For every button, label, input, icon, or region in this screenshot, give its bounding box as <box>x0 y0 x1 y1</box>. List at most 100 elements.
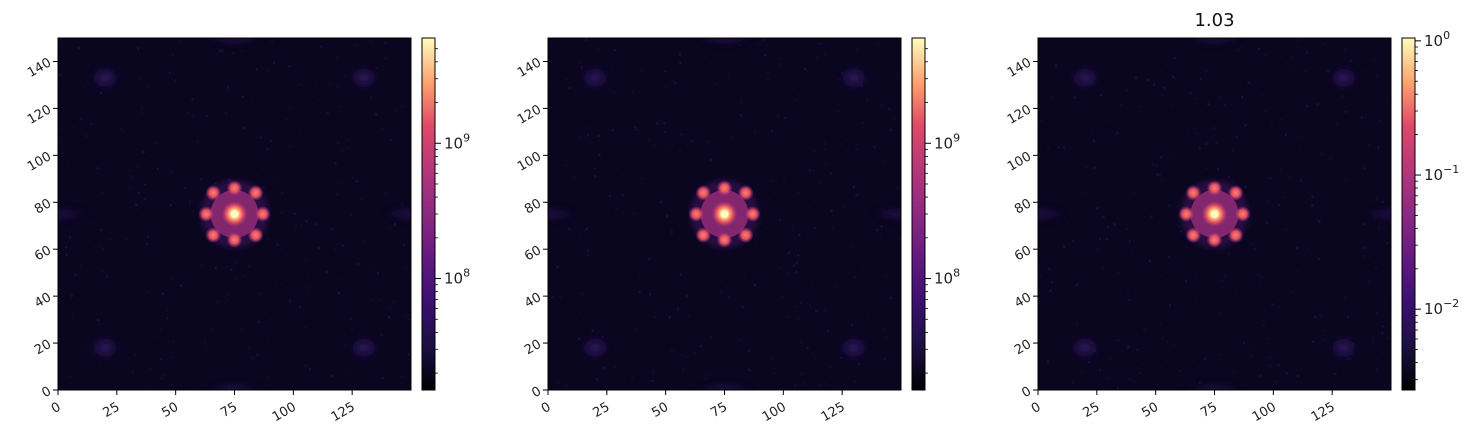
y-tick-label: 0 <box>1019 384 1034 401</box>
colorbar-2: 108 109 <box>911 37 960 391</box>
y-tick-label: 100 <box>1005 149 1034 174</box>
y-tick-label: 0 <box>529 384 544 401</box>
y-tick-label: 100 <box>515 149 544 174</box>
edge-glow <box>204 38 265 46</box>
x-axis-3: 0 25 50 75 100 125 <box>1029 390 1338 425</box>
panel-2: 0 25 50 75 100 125 0 20 40 60 80 100 120 140 108 109 <box>515 37 960 425</box>
colorbar-gradient <box>1401 37 1416 391</box>
outer-patch <box>837 334 870 361</box>
ring-spot <box>227 180 242 196</box>
colorbar-1: 108 109 <box>421 37 470 391</box>
y-tick-label: 60 <box>32 243 54 264</box>
colorbar-tick-label: 10−2 <box>1424 297 1459 318</box>
edge-glow <box>1184 382 1245 390</box>
ring-spot <box>1185 227 1201 243</box>
edge-glow <box>694 382 755 390</box>
heatmap-image-1 <box>57 37 412 391</box>
ring-spot <box>205 227 221 243</box>
colorbar-gradient <box>911 37 926 391</box>
edge-glow <box>1184 38 1245 46</box>
x-tick-label: 50 <box>159 400 181 421</box>
psf-peak <box>1210 210 1219 218</box>
x-tick-label: 0 <box>49 400 64 417</box>
outer-patch <box>1327 64 1360 91</box>
y-axis-3: 0 20 40 60 80 100 120 140 <box>1005 55 1038 401</box>
x-tick-label: 25 <box>1081 400 1103 421</box>
y-tick-label: 140 <box>25 55 54 80</box>
noise-speckle <box>58 38 411 390</box>
ring-spot <box>248 227 264 243</box>
edge-glow <box>58 206 88 222</box>
heatmap-image-2 <box>547 37 902 391</box>
x-tick-label: 125 <box>1309 400 1338 425</box>
outer-patch <box>579 64 612 91</box>
outer-patch <box>1327 334 1360 361</box>
ring-spot <box>248 185 264 201</box>
ring-spot <box>1228 227 1244 243</box>
x-axis-1: 0 25 50 75 100 125 <box>49 390 358 425</box>
outer-patch <box>1069 64 1102 91</box>
outer-patch <box>347 334 380 361</box>
x-tick-label: 75 <box>708 400 730 421</box>
x-tick-label: 125 <box>329 400 358 425</box>
ring-spot <box>1228 185 1244 201</box>
y-tick-label: 80 <box>1012 196 1034 217</box>
ring-spot <box>205 185 221 201</box>
ring-spot <box>1185 185 1201 201</box>
ring-spot <box>717 232 732 248</box>
ring-spot <box>1178 206 1194 222</box>
x-tick-label: 50 <box>1139 400 1161 421</box>
ring-spot <box>227 232 242 248</box>
x-axis-2: 0 25 50 75 100 125 <box>539 390 848 425</box>
ring-spot <box>1207 232 1222 248</box>
x-tick-label: 0 <box>1029 400 1044 417</box>
psf-peak <box>230 210 239 218</box>
y-tick-label: 40 <box>32 290 54 311</box>
colorbar-tick-label: 109 <box>444 131 470 152</box>
panel-title-3: 1.03 <box>1194 10 1234 31</box>
heatmap-image-3 <box>1037 37 1392 391</box>
y-axis-1: 0 20 40 60 80 100 120 140 <box>25 55 58 401</box>
y-tick-label: 80 <box>32 196 54 217</box>
y-tick-label: 0 <box>39 384 54 401</box>
y-tick-label: 60 <box>1012 243 1034 264</box>
y-tick-label: 120 <box>1005 102 1034 127</box>
edge-glow <box>1038 206 1068 222</box>
colorbar-tick-label: 108 <box>444 267 470 288</box>
psf-peak <box>720 210 729 218</box>
edge-glow <box>204 382 265 390</box>
ring-spot <box>1207 180 1222 196</box>
edge-glow <box>1361 206 1391 222</box>
y-tick-label: 140 <box>1005 55 1034 80</box>
y-tick-label: 20 <box>522 337 544 358</box>
ring-spot <box>695 227 711 243</box>
x-tick-label: 100 <box>760 400 789 425</box>
edge-glow <box>548 206 578 222</box>
y-tick-label: 140 <box>515 55 544 80</box>
ring-spot <box>738 185 754 201</box>
y-axis-2: 0 20 40 60 80 100 120 140 <box>515 55 548 401</box>
ring-spot <box>198 206 214 222</box>
ring-spot <box>695 185 711 201</box>
x-tick-label: 50 <box>649 400 671 421</box>
panel-1: 0 25 50 75 100 125 0 20 40 60 80 100 120 140 108 109 <box>25 37 470 425</box>
outer-patch <box>579 334 612 361</box>
colorbar-tick-label: 100 <box>1424 29 1450 50</box>
x-tick-label: 100 <box>270 400 299 425</box>
y-tick-label: 80 <box>522 196 544 217</box>
y-tick-label: 100 <box>25 149 54 174</box>
ring-spot <box>255 206 271 222</box>
outer-patch <box>89 64 122 91</box>
colorbar-tick-label: 109 <box>934 131 960 152</box>
y-tick-label: 40 <box>1012 290 1034 311</box>
ring-spot <box>1235 206 1251 222</box>
y-tick-label: 40 <box>522 290 544 311</box>
colorbar-tick-label: 108 <box>934 267 960 288</box>
y-tick-label: 20 <box>1012 337 1034 358</box>
x-tick-label: 125 <box>819 400 848 425</box>
outer-patch <box>347 64 380 91</box>
edge-glow <box>871 206 901 222</box>
noise-speckle <box>1038 38 1391 390</box>
ring-spot <box>745 206 761 222</box>
